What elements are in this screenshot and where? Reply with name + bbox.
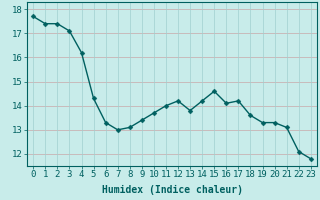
X-axis label: Humidex (Indice chaleur): Humidex (Indice chaleur): [101, 185, 243, 195]
